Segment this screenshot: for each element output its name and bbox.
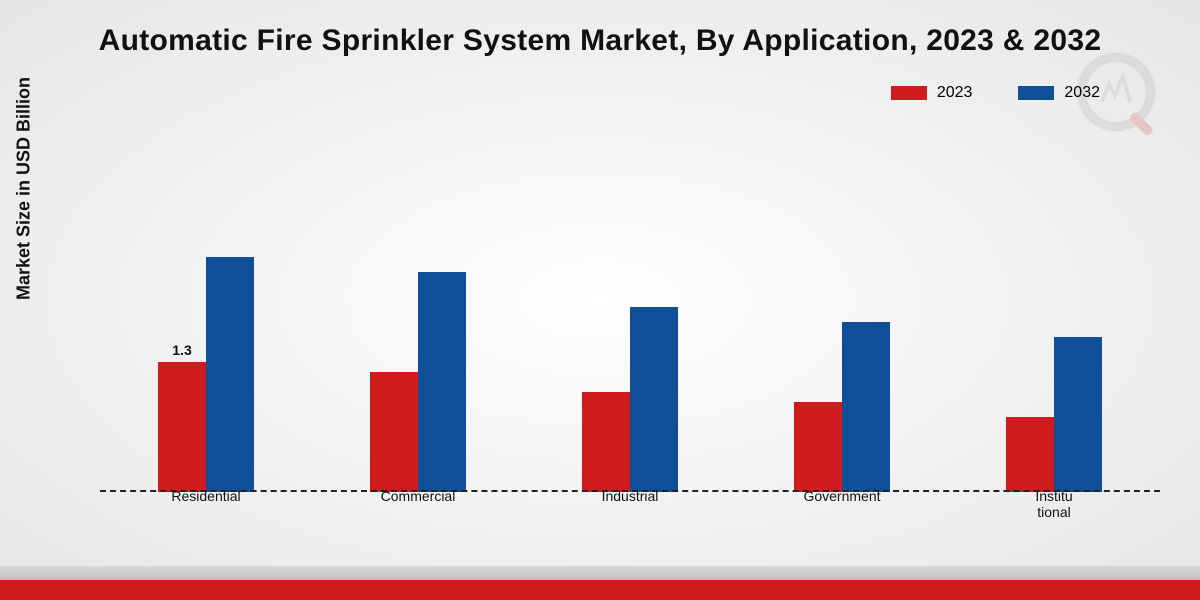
x-axis-label: Commercial	[338, 488, 498, 520]
bar-value-label: 1.3	[158, 342, 206, 358]
bar-2032	[842, 322, 890, 492]
bar-group	[550, 307, 710, 492]
bar-2023	[794, 402, 842, 492]
footer-bar	[0, 580, 1200, 600]
bar-group	[338, 272, 498, 492]
bar-pair	[1006, 337, 1102, 492]
bar-column-2032	[206, 257, 254, 492]
bar-column-2023	[582, 392, 630, 492]
page-root: Automatic Fire Sprinkler System Market, …	[0, 0, 1200, 600]
bar-group	[762, 322, 922, 492]
x-axis-label: Institutional	[974, 488, 1134, 520]
legend-label-2023: 2023	[937, 84, 973, 102]
bar-column-2023	[1006, 417, 1054, 492]
legend-swatch-2023	[891, 86, 927, 100]
bar-2023	[158, 362, 206, 492]
legend-item-2032: 2032	[1018, 84, 1100, 102]
legend: 2023 2032	[891, 84, 1100, 102]
bar-groups: 1.3	[100, 140, 1160, 492]
y-axis-label: Market Size in USD Billion	[14, 77, 35, 300]
bar-pair	[370, 272, 466, 492]
x-axis-label: Industrial	[550, 488, 710, 520]
bar-pair	[582, 307, 678, 492]
x-axis-labels: Residential Commercial Industrial Governmen…	[100, 488, 1160, 520]
plot-area: 1.3 Residential Commercial Industrial Gover…	[100, 140, 1160, 520]
footer-shadow	[0, 566, 1200, 580]
bar-column-2032	[630, 307, 678, 492]
bar-2032	[1054, 337, 1102, 492]
bar-column-2032	[842, 322, 890, 492]
x-axis-label: Residential	[126, 488, 286, 520]
bar-pair	[794, 322, 890, 492]
bar-column-2023	[370, 372, 418, 492]
legend-swatch-2032	[1018, 86, 1054, 100]
x-axis-label: Government	[762, 488, 922, 520]
bar-group: 1.3	[126, 257, 286, 492]
legend-item-2023: 2023	[891, 84, 973, 102]
bar-pair: 1.3	[158, 257, 254, 492]
bar-2023	[582, 392, 630, 492]
bar-2032	[630, 307, 678, 492]
bar-2023	[1006, 417, 1054, 492]
bar-column-2032	[418, 272, 466, 492]
bar-group	[974, 337, 1134, 492]
bar-column-2023	[794, 402, 842, 492]
bar-2023	[370, 372, 418, 492]
legend-label-2032: 2032	[1064, 84, 1100, 102]
bar-column-2023: 1.3	[158, 346, 206, 492]
bar-2032	[418, 272, 466, 492]
chart-title: Automatic Fire Sprinkler System Market, …	[0, 24, 1200, 58]
bar-column-2032	[1054, 337, 1102, 492]
bar-2032	[206, 257, 254, 492]
